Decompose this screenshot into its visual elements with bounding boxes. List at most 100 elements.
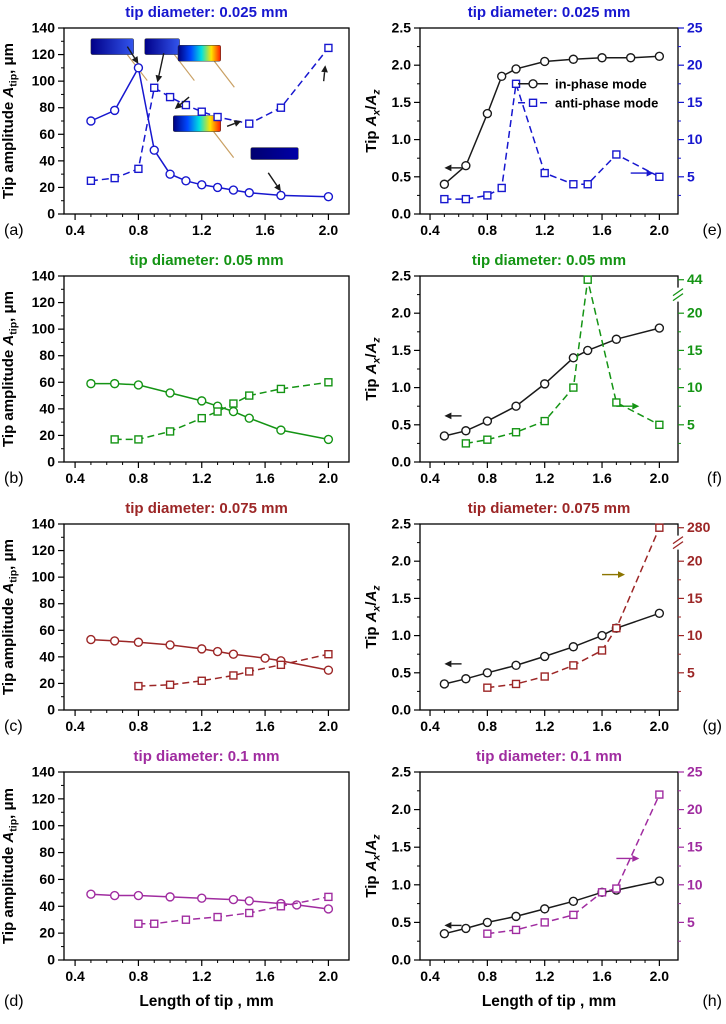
x-axis-label: Length of tip , mm bbox=[482, 993, 616, 1010]
y-tick-label: 0 bbox=[47, 454, 55, 470]
y-axis-label: Tip amplitude Atip, μm bbox=[0, 43, 20, 199]
x-tick-label: 1.6 bbox=[255, 470, 275, 486]
series-line-anti-phase-mode bbox=[90, 47, 329, 182]
marker-circle bbox=[165, 388, 175, 398]
marker-square bbox=[597, 646, 607, 655]
chart-title: tip diameter: 0.075 mm bbox=[468, 500, 631, 517]
right-tick-label: 25 bbox=[687, 764, 703, 780]
marker-circle bbox=[197, 893, 207, 903]
right-tick-label: 5 bbox=[687, 914, 695, 930]
x-tick-label: 2.0 bbox=[650, 470, 670, 486]
marker-square bbox=[165, 427, 175, 436]
series-line-anti-phase-mode bbox=[114, 381, 329, 441]
marker-circle bbox=[197, 396, 207, 406]
y-tick-label: 60 bbox=[39, 126, 55, 142]
annotation-arrow bbox=[126, 46, 136, 59]
axis-break-mark bbox=[672, 293, 684, 302]
x-tick-label: 1.6 bbox=[592, 968, 612, 984]
marker-square bbox=[483, 683, 492, 692]
right-tick-label: 15 bbox=[687, 590, 703, 606]
annotation-arrow bbox=[267, 172, 278, 187]
marker-circle bbox=[461, 160, 471, 171]
panel-letter: (h) bbox=[702, 993, 722, 1010]
y-axis-label: Tip Ax/Az bbox=[363, 834, 383, 898]
y-tick-label: 140 bbox=[32, 516, 56, 532]
marker-square bbox=[197, 107, 206, 116]
y-axis-left: 0 20 40 60 80 100 120 140 bbox=[32, 268, 64, 470]
panel-letter: (a) bbox=[4, 222, 24, 239]
marker-square bbox=[165, 92, 175, 102]
chart-title: tip diameter: 0.05 mm bbox=[129, 252, 283, 269]
plot-frame bbox=[419, 523, 679, 711]
mode-shape-inset bbox=[173, 115, 221, 132]
y-tick-label: 1.5 bbox=[392, 590, 412, 606]
marker-square bbox=[540, 416, 549, 426]
marker-circle bbox=[276, 190, 286, 201]
marker-circle bbox=[109, 105, 120, 116]
annotation-arrowhead bbox=[155, 74, 163, 83]
marker-circle bbox=[496, 71, 507, 82]
marker-square bbox=[655, 420, 664, 430]
needle-line bbox=[213, 60, 235, 88]
y-tick-label: 60 bbox=[39, 374, 55, 390]
marker-circle bbox=[482, 668, 493, 678]
x-tick-label: 2.0 bbox=[319, 968, 339, 984]
right-tick-label: 15 bbox=[687, 342, 703, 358]
marker-circle bbox=[323, 904, 334, 914]
x-tick-label: 0.8 bbox=[478, 222, 498, 238]
marker-circle bbox=[276, 425, 286, 435]
panel-letter: (c) bbox=[4, 718, 23, 735]
y-tick-label: 80 bbox=[39, 347, 55, 363]
y-tick-label: 80 bbox=[39, 99, 55, 115]
mode-shape-insets bbox=[90, 38, 299, 160]
chart-title: tip diameter: 0.1 mm bbox=[134, 748, 280, 765]
marker-square bbox=[597, 888, 607, 897]
marker-square bbox=[655, 790, 664, 799]
annotation-arrow bbox=[179, 96, 190, 106]
y-tick-label: 60 bbox=[39, 622, 55, 638]
annotation-arrow bbox=[226, 122, 236, 127]
marker-circle bbox=[181, 176, 191, 186]
arrows bbox=[444, 855, 640, 929]
marker-circle bbox=[86, 116, 96, 126]
marker-square bbox=[276, 384, 286, 394]
y-tick-label: 40 bbox=[39, 648, 55, 664]
plot-frame bbox=[419, 27, 679, 215]
marker-square bbox=[461, 194, 471, 204]
panel-letter: (g) bbox=[702, 718, 722, 735]
y-axis-left: 0.0 0.5 1.0 1.5 2.0 2.5 bbox=[392, 516, 420, 718]
marker-square bbox=[110, 173, 119, 183]
x-tick-label: 1.2 bbox=[192, 718, 212, 734]
marker-square bbox=[245, 667, 254, 676]
marker-circle bbox=[260, 653, 270, 663]
right-tick-label: 20 bbox=[687, 553, 703, 569]
right-tick-label: 15 bbox=[687, 94, 703, 110]
marker-square bbox=[165, 680, 175, 689]
right-tick-label: 10 bbox=[687, 379, 703, 395]
x-tick-label: 2.0 bbox=[650, 718, 670, 734]
marker-square bbox=[612, 884, 621, 893]
legend: in-phase mode anti-phase mode bbox=[518, 76, 658, 110]
y-axis-label: Tip Ax/Az bbox=[363, 89, 383, 153]
marker-square bbox=[583, 180, 592, 189]
marker-square bbox=[569, 661, 578, 670]
y-tick-label: 0.5 bbox=[392, 416, 412, 432]
annotation-arrowhead bbox=[646, 169, 654, 177]
annotation-arrowhead bbox=[131, 56, 139, 64]
x-axis: 0.4 0.8 1.2 1.6 2.0 bbox=[420, 214, 669, 238]
marker-square bbox=[134, 164, 143, 174]
marker-square bbox=[612, 398, 621, 407]
mode-shape-inset bbox=[144, 38, 180, 55]
marker-square bbox=[229, 671, 238, 680]
series-group bbox=[86, 378, 334, 445]
y-tick-label: 120 bbox=[32, 294, 56, 310]
right-tick-label: 5 bbox=[687, 664, 695, 680]
marker-circle bbox=[197, 644, 207, 654]
y-tick-label: 2.5 bbox=[392, 516, 412, 532]
series-group bbox=[439, 790, 665, 939]
marker-circle bbox=[86, 889, 96, 899]
marker-circle bbox=[461, 674, 471, 684]
right-tick-label: 20 bbox=[687, 305, 703, 321]
marker-square bbox=[612, 150, 621, 159]
marker-circle bbox=[109, 378, 120, 389]
